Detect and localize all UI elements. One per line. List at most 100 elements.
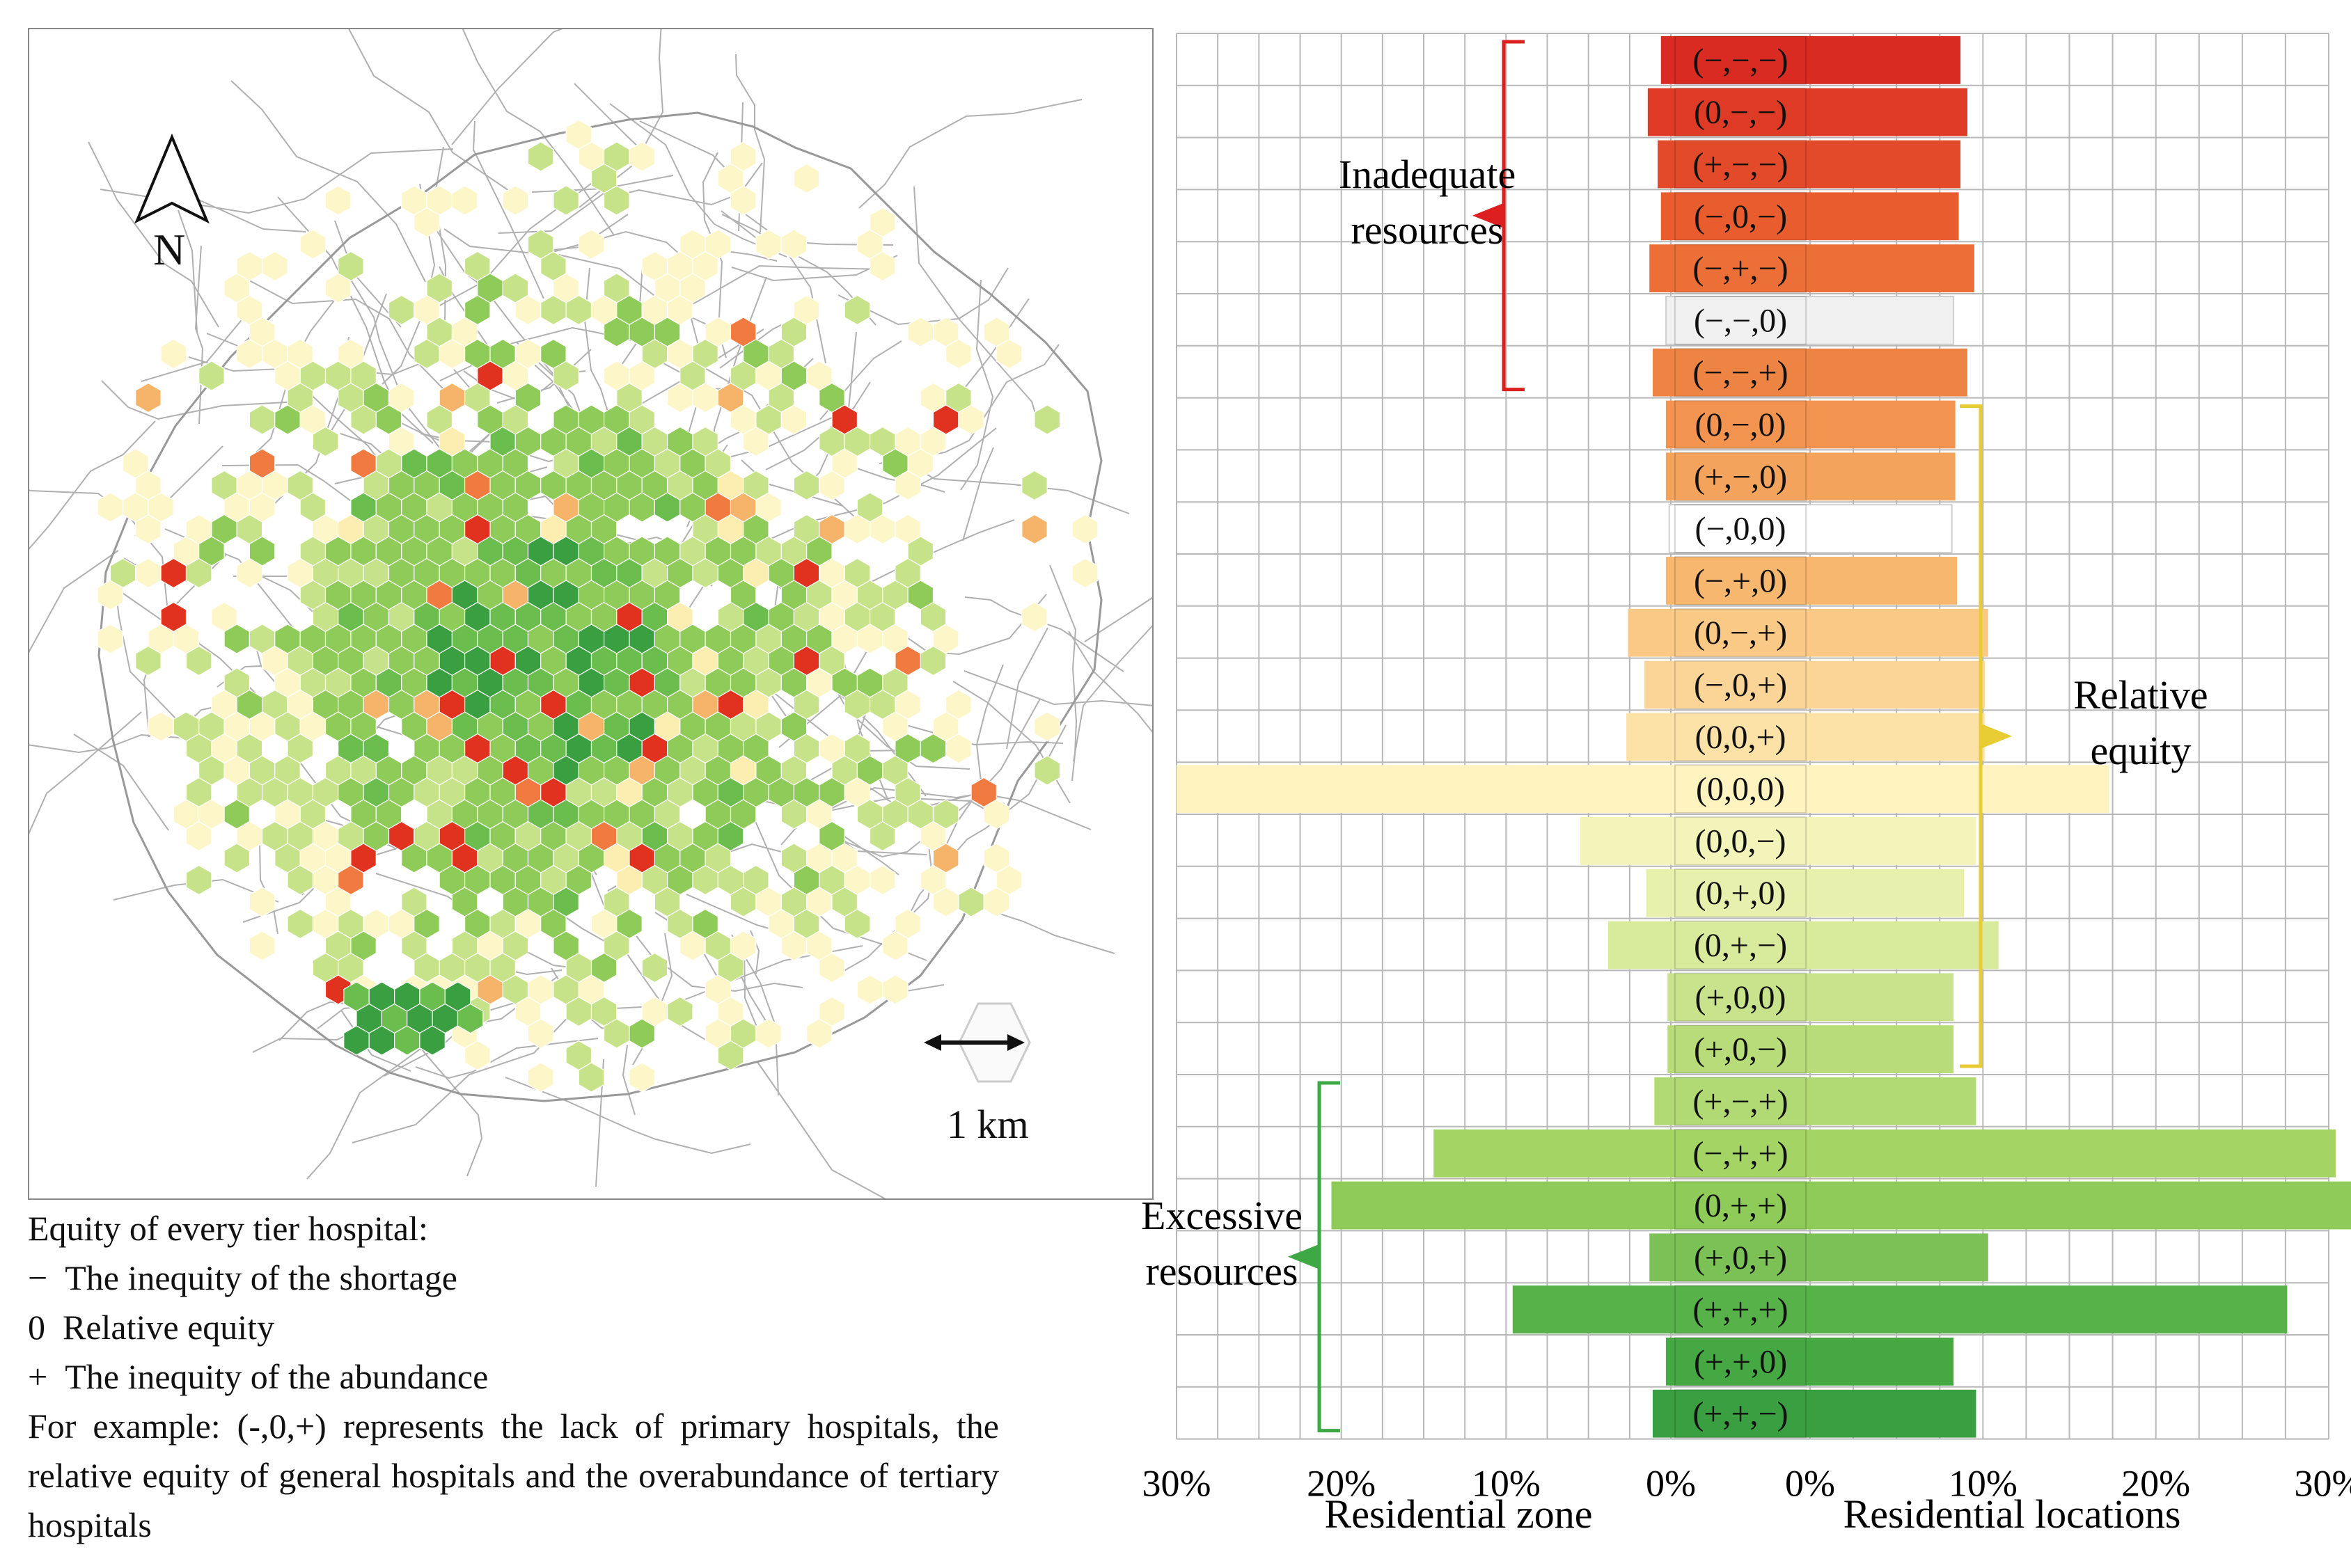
bracket-arrow-icon	[1472, 203, 1504, 228]
legend-symbol: 0	[28, 1308, 45, 1347]
category-box	[1674, 1337, 1807, 1386]
category-box	[1674, 1077, 1807, 1126]
hex-cell	[869, 821, 896, 852]
road	[73, 734, 169, 831]
road	[1006, 627, 1048, 750]
road	[537, 230, 694, 267]
bar	[1649, 1233, 1988, 1282]
legend-text: Relative equity	[63, 1308, 275, 1347]
bar	[1646, 869, 1965, 917]
road	[343, 267, 448, 458]
x-tick-label: 0%	[1785, 1463, 1835, 1505]
hex-cell	[527, 1018, 554, 1049]
hex-cell	[135, 557, 162, 589]
hex-cell	[262, 251, 288, 282]
hex-cell	[324, 273, 352, 303]
hex-cell	[983, 887, 1010, 917]
hex-cell	[527, 141, 554, 172]
bar	[1660, 192, 1959, 241]
legend-example: For example: (-,0,+) represents the lack…	[28, 1407, 999, 1544]
road	[745, 214, 826, 364]
category-label: (+,+,+)	[1692, 1292, 1788, 1329]
category-label: (−,0,+)	[1694, 667, 1787, 704]
category-box	[1674, 296, 1807, 345]
equity-hexagons	[97, 119, 1099, 1093]
hex-cell	[882, 930, 909, 961]
road	[900, 724, 1067, 932]
category-label: (0,−,−)	[1694, 94, 1787, 131]
bar	[1644, 660, 1985, 709]
category-box	[1674, 868, 1807, 918]
hex-cell	[1021, 514, 1048, 545]
city-hex-map	[29, 29, 1152, 1198]
road	[906, 724, 1064, 746]
category-label: (+,0,+)	[1694, 1240, 1787, 1276]
road	[838, 267, 1009, 326]
hex-cell	[819, 470, 845, 501]
x-tick-label: 0%	[1646, 1463, 1696, 1505]
category-label: (−,0,−)	[1694, 198, 1787, 235]
hex-cell	[629, 1018, 656, 1049]
hex-cell	[743, 426, 769, 457]
bar	[1652, 1389, 1976, 1438]
hex-cell	[185, 645, 212, 676]
group-label: Inadequate	[1339, 152, 1516, 197]
hex-cell	[464, 1040, 491, 1071]
category-label: (0,+,+)	[1694, 1187, 1787, 1224]
x-tick-label: 10%	[1472, 1463, 1541, 1505]
chart-category-labels: (−,−,−) (0,−,−) (+,−,−) (−,0,−) (−,+,−) (−,−,…	[1692, 42, 1788, 1432]
hex-cell	[844, 294, 871, 326]
road	[858, 99, 1083, 209]
category-label: (+,0,0)	[1695, 979, 1786, 1016]
hex-cell	[185, 821, 212, 852]
chart-grid	[1176, 33, 2329, 1440]
hex-cell	[135, 514, 162, 545]
hex-cell	[249, 404, 276, 435]
bar	[1654, 1077, 1976, 1125]
x-tick-label: 30%	[1142, 1463, 1211, 1505]
road	[29, 420, 156, 550]
road	[472, 120, 544, 299]
hex-cell	[1021, 601, 1048, 633]
group-bracket	[1502, 40, 1525, 392]
road	[1073, 625, 1152, 762]
road	[230, 80, 426, 283]
hex-cell	[578, 229, 605, 260]
bar	[1331, 1181, 2351, 1230]
category-label: (+,−,0)	[1694, 459, 1787, 496]
hex-cell	[895, 470, 921, 501]
hex-cell	[819, 952, 845, 983]
road	[1049, 564, 1078, 782]
hex-cell	[1021, 470, 1048, 501]
category-box	[1674, 452, 1807, 502]
hex-cell	[844, 908, 871, 940]
bar	[1665, 296, 1955, 345]
road	[189, 195, 306, 232]
hex-cell	[135, 645, 162, 676]
bar	[1667, 973, 1954, 1022]
hex-cell	[1034, 711, 1061, 742]
scale-arrow-left-head	[924, 1034, 941, 1051]
road	[901, 458, 1130, 514]
category-label: (0,0,+)	[1695, 719, 1786, 756]
hex-cell	[553, 361, 579, 391]
road	[913, 186, 1039, 423]
group-bracket	[1960, 404, 1983, 1068]
bar	[1433, 1129, 2336, 1178]
road	[498, 189, 609, 234]
hex-cell	[419, 1025, 446, 1056]
legend-item-minus: − The inequity of the shortage	[28, 1253, 1002, 1303]
hex-cell	[299, 229, 327, 260]
category-box	[1674, 764, 1807, 814]
hex-cell	[882, 974, 909, 1005]
road	[757, 1061, 886, 1198]
road	[113, 878, 279, 903]
hex-cell	[805, 1018, 833, 1049]
road	[964, 670, 1152, 706]
hex-cell	[945, 338, 972, 370]
road	[194, 245, 204, 425]
category-label: (0,+,−)	[1694, 927, 1787, 964]
road	[960, 279, 994, 491]
bar	[1626, 713, 1985, 761]
hex-cell	[996, 338, 1023, 370]
